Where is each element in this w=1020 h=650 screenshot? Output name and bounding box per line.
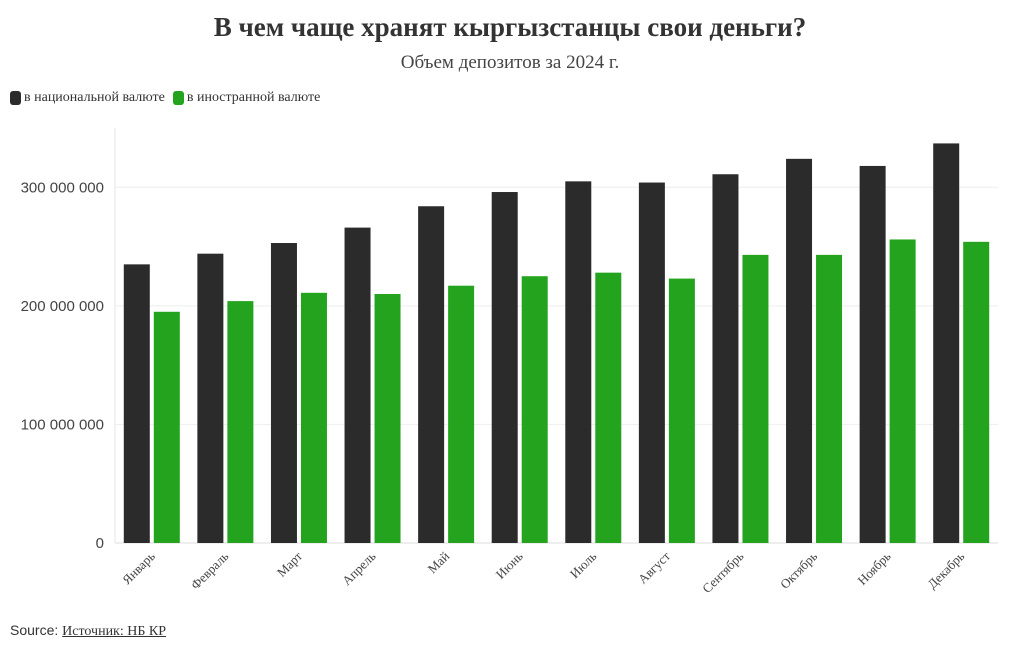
legend-swatch-national — [10, 91, 21, 105]
source-link[interactable]: Источник: НБ КР — [62, 624, 167, 639]
bar-national[interactable] — [712, 174, 739, 543]
x-tick-label: Октябрь — [777, 548, 820, 591]
bar-national[interactable] — [565, 181, 592, 543]
bar-national[interactable] — [786, 158, 813, 544]
bar-national[interactable] — [859, 165, 886, 543]
bar-foreign[interactable] — [448, 285, 475, 543]
y-tick-label: 300 000 000 — [21, 179, 104, 196]
legend-item-foreign[interactable]: в иностранной валюте — [172, 90, 321, 106]
legend-swatch-foreign — [172, 91, 184, 105]
x-tick-label: Июнь — [493, 548, 526, 581]
x-tick-label: Февраль — [188, 548, 232, 592]
bar-foreign[interactable] — [595, 272, 622, 543]
bar-foreign[interactable] — [227, 301, 254, 543]
bar-national[interactable] — [344, 227, 371, 543]
y-tick-label: 200 000 000 — [21, 298, 104, 315]
bar-foreign[interactable] — [153, 311, 180, 543]
x-tick-label: Апрель — [339, 548, 379, 588]
bar-foreign[interactable] — [816, 254, 843, 543]
bar-foreign[interactable] — [889, 239, 916, 543]
bar-national[interactable] — [270, 243, 297, 543]
x-tick-label: Май — [424, 548, 452, 576]
source-note: Source: Источник: НБ КР — [10, 622, 166, 640]
x-tick-label: Июль — [567, 548, 600, 581]
x-tick-label: Сентябрь — [699, 548, 746, 595]
x-tick-label: Август — [635, 548, 673, 586]
bar-foreign[interactable] — [742, 254, 769, 543]
bar-foreign[interactable] — [668, 278, 695, 543]
bar-national[interactable] — [491, 192, 518, 543]
x-tick-label: Март — [274, 548, 306, 580]
bar-foreign[interactable] — [521, 276, 548, 543]
legend-item-national[interactable]: в национальной валюте — [10, 90, 165, 106]
legend-label-national: в национальной валюте — [24, 90, 165, 105]
bars — [123, 143, 990, 544]
y-tick-label: 100 000 000 — [21, 416, 104, 433]
bar-national[interactable] — [123, 264, 150, 543]
bar-foreign[interactable] — [300, 292, 327, 543]
source-prefix: Source: — [10, 622, 63, 638]
grid-lines — [115, 186, 998, 544]
legend-label-foreign: в иностранной валюте — [186, 90, 321, 105]
legend: в национальной валюте в иностранной валю… — [10, 90, 328, 106]
bar-foreign[interactable] — [963, 241, 990, 544]
x-tick-label: Ноябрь — [854, 548, 893, 587]
bar-national[interactable] — [197, 253, 224, 543]
x-tick-label: Декабрь — [924, 548, 967, 591]
bar-national[interactable] — [638, 182, 665, 544]
bar-foreign[interactable] — [374, 294, 401, 543]
bar-national[interactable] — [933, 143, 960, 543]
bar-national[interactable] — [418, 206, 445, 543]
y-tick-label: 0 — [96, 535, 104, 552]
x-tick-label: Январь — [119, 548, 158, 587]
chart-subtitle: Объем депозитов за 2024 г. — [400, 52, 620, 73]
chart-title: В чем чаще хранят кыргызстанцы свои день… — [213, 12, 807, 42]
